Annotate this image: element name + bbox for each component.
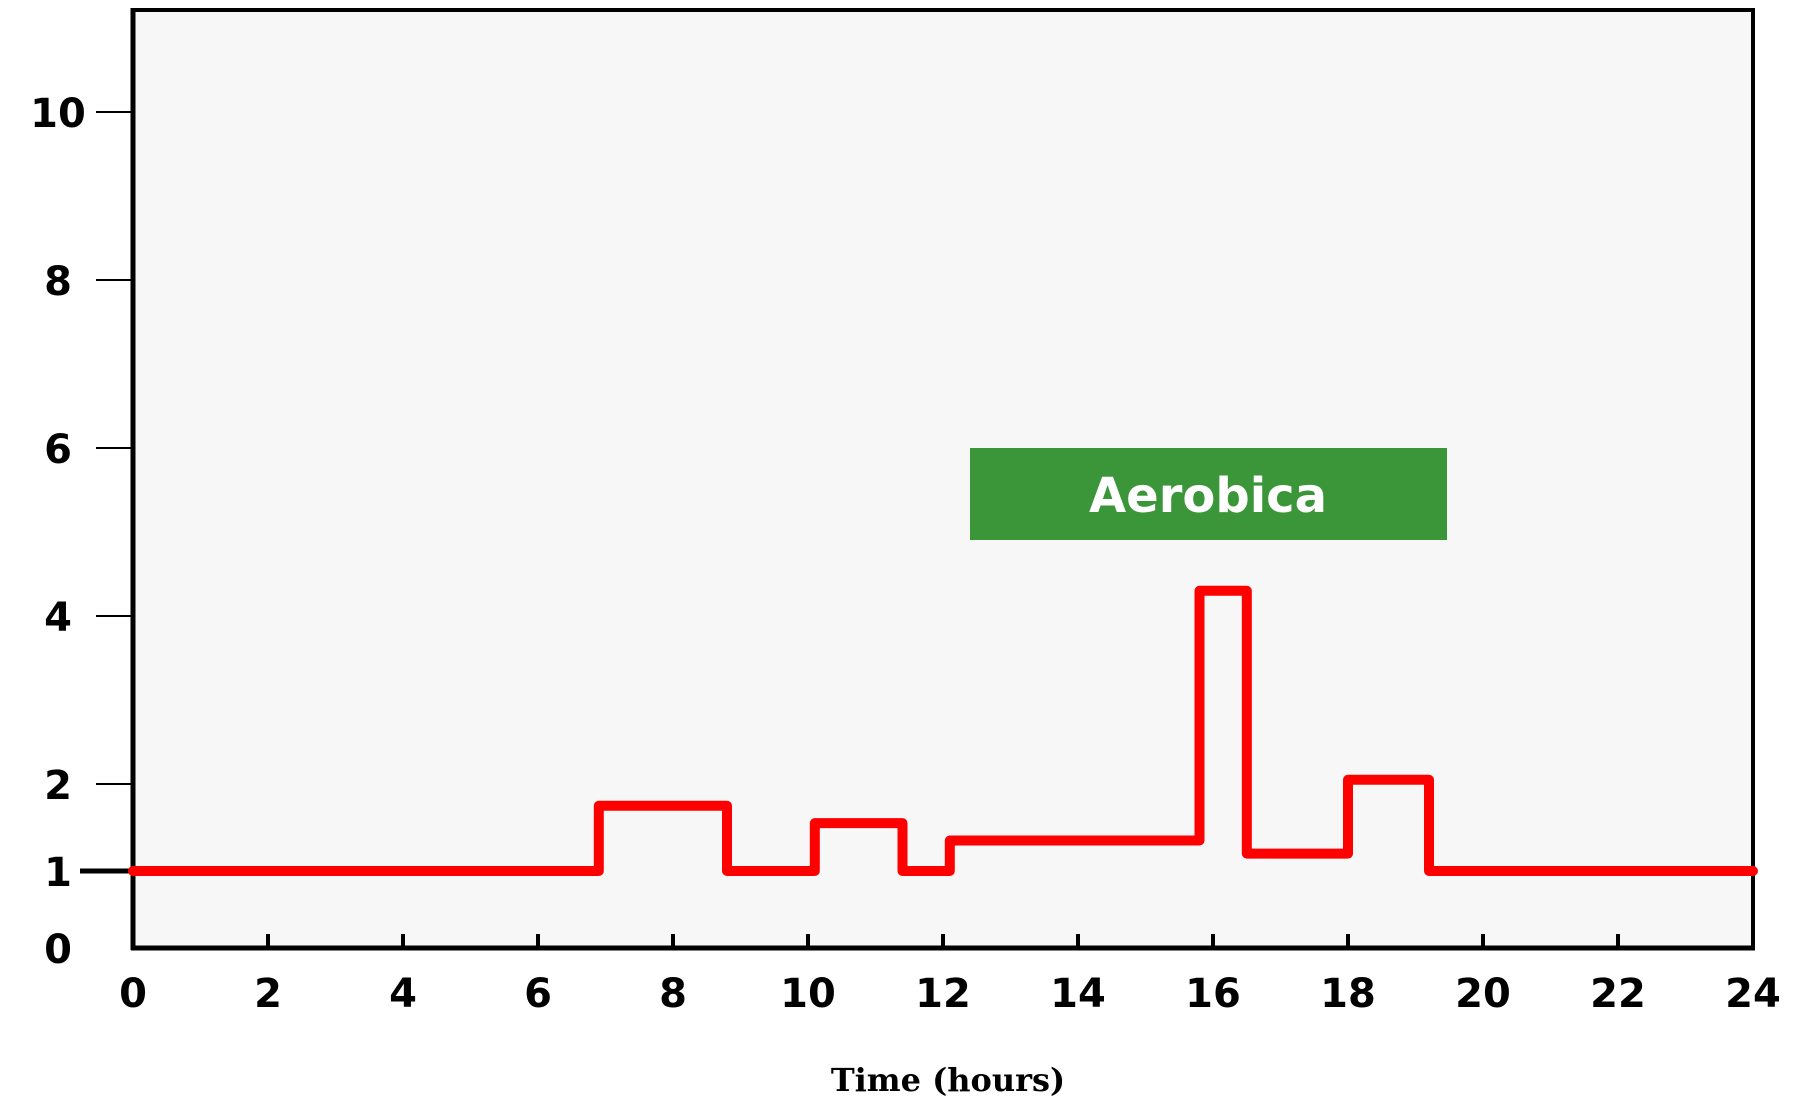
x-axis: 0 2 4 6 8 10 12 14 16 18 20 22 24 (119, 934, 1781, 1017)
series-group (128, 585, 1758, 876)
x-axis-title: Time (hours) (831, 1061, 1065, 1099)
x-tick-label: 14 (1050, 971, 1106, 1017)
plot-frame (131, 8, 1755, 948)
x-tick-label: 22 (1590, 971, 1646, 1017)
x-tick-label: 8 (659, 971, 687, 1017)
annotation-box (970, 448, 1447, 540)
plot-area-background (133, 10, 1753, 948)
annotation-aerobica: Aerobica (970, 448, 1447, 540)
x-tick-label: 12 (915, 971, 971, 1017)
x-tick-label: 20 (1455, 971, 1511, 1017)
y-tick-label: 10 (30, 91, 86, 137)
series-line (128, 585, 1758, 876)
y-tick-label: 6 (44, 427, 72, 473)
y-tick-label: 0 (44, 927, 72, 973)
x-tick-label: 10 (780, 971, 836, 1017)
y-axis: 0 1 2 4 6 8 10 (30, 91, 133, 973)
x-tick-label: 18 (1320, 971, 1376, 1017)
x-tick-label: 16 (1185, 971, 1241, 1017)
annotation-label: Aerobica (1089, 468, 1327, 524)
x-tick-label: 2 (254, 971, 282, 1017)
x-tick-label: 24 (1725, 971, 1781, 1017)
x-tick-label: 6 (524, 971, 552, 1017)
y-tick-label: 8 (44, 259, 72, 305)
x-tick-label: 4 (389, 971, 417, 1017)
y-tick-label: 4 (44, 595, 72, 641)
y-tick-label: 1 (44, 850, 72, 896)
y-tick-label: 2 (44, 763, 72, 809)
x-tick-label: 0 (119, 971, 147, 1017)
